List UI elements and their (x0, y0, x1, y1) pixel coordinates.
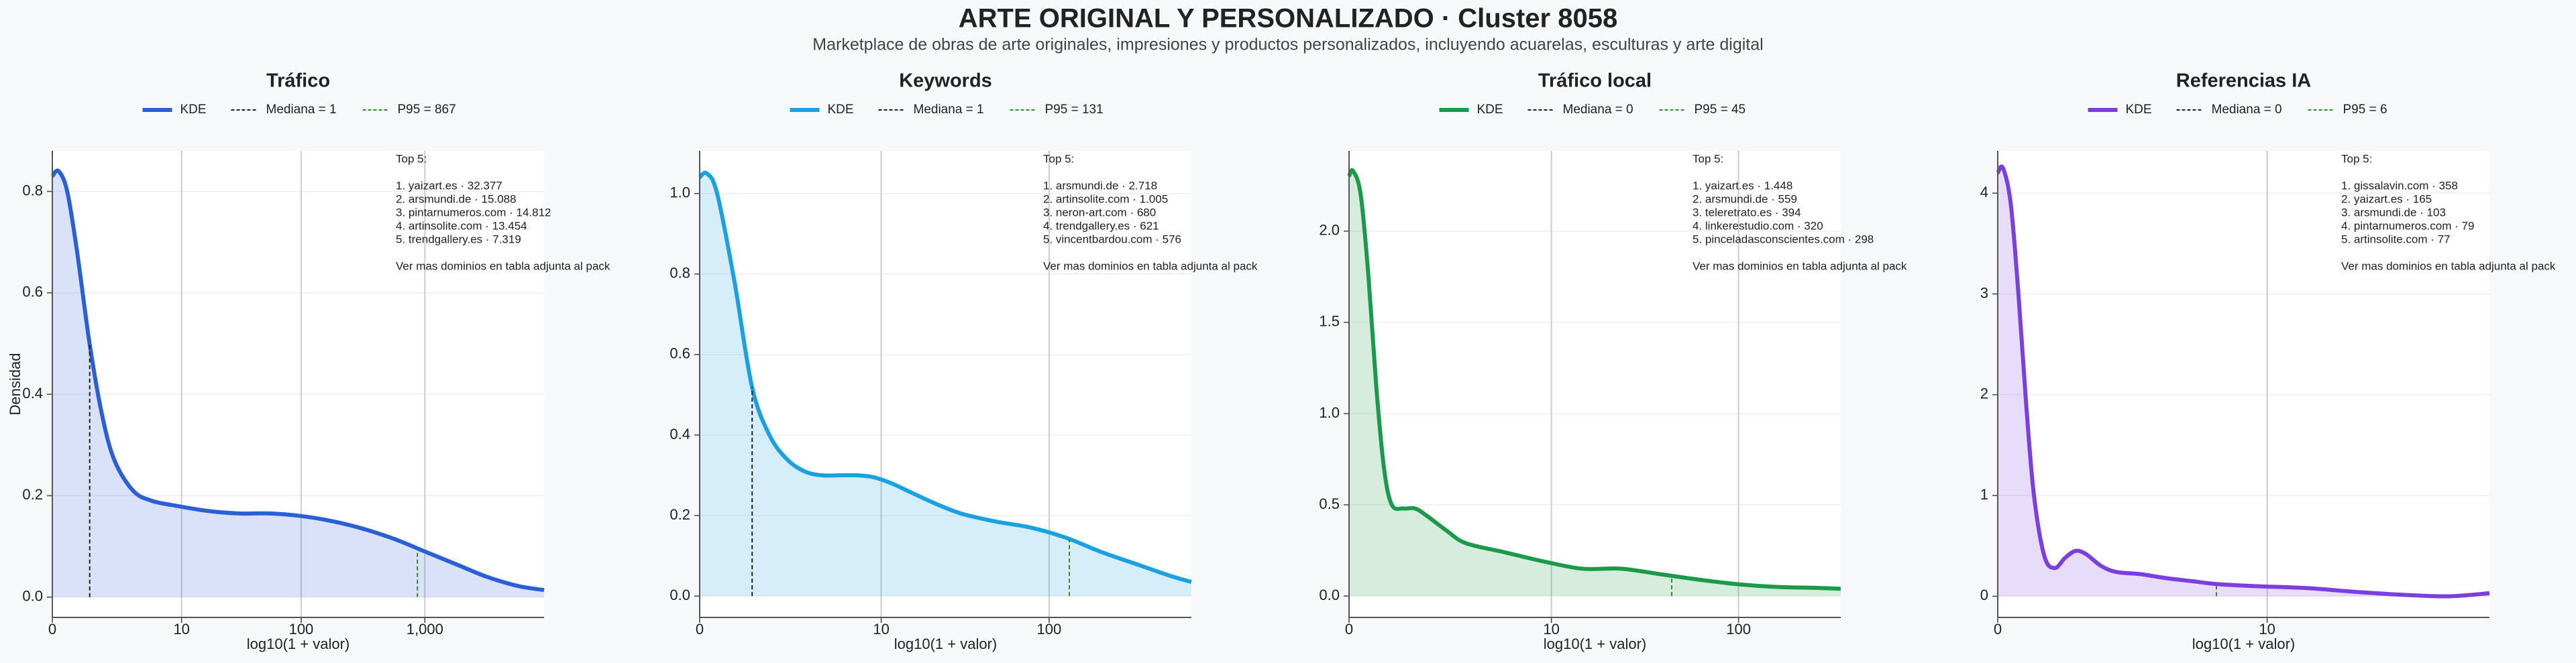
x-axis-label: log10(1 + valor) (247, 636, 350, 652)
annotation-line: 4. trendgallery.es · 621 (1043, 219, 1159, 232)
y-tick-label: 0.2 (22, 486, 43, 503)
annotation-title: Top 5: (1043, 152, 1074, 165)
legend-label: KDE (2126, 103, 2152, 117)
legend-label: P95 = 45 (1695, 103, 1746, 117)
annotation-title: Top 5: (1693, 152, 1723, 165)
kde-line (1347, 168, 1841, 591)
annotation-note: Ver mas dominios en tabla adjunta al pac… (1693, 259, 1907, 272)
x-tick-label: 100 (1037, 621, 1062, 638)
y-tick-label: 0.6 (669, 345, 690, 362)
x-tick-label: 0 (48, 621, 56, 638)
kde-line (698, 170, 1192, 585)
x-axis-label: log10(1 + valor) (1544, 636, 1646, 652)
page-subtitle: Marketplace de obras de arte originales,… (812, 36, 1763, 54)
y-tick-label: 0.2 (669, 506, 690, 523)
y-tick-label: 0.4 (22, 385, 43, 402)
y-tick-label: 0.6 (22, 284, 43, 300)
annotation-line: 5. pinceladasconscientes.com · 298 (1693, 233, 1874, 245)
x-tick-label: 0 (1345, 621, 1353, 638)
annotation-note: Ver mas dominios en tabla adjunta al pac… (396, 259, 610, 272)
y-tick-label: 0.8 (22, 182, 43, 198)
plot-area (52, 151, 544, 617)
y-axis-label: Densidad (7, 353, 23, 416)
annotation-line: 5. trendgallery.es · 7.319 (396, 233, 521, 245)
y-tick-label: 0.5 (1319, 495, 1340, 512)
y-tick-label: 3 (1980, 284, 1988, 301)
legend-label: P95 = 131 (1045, 103, 1104, 117)
legend-label: Mediana = 1 (266, 103, 337, 117)
x-tick-label: 10 (173, 621, 189, 638)
annotation-note: Ver mas dominios en tabla adjunta al pac… (2341, 259, 2556, 272)
annotation-line: 5. artinsolite.com · 77 (2341, 233, 2451, 245)
annotation-line: 2. yaizart.es · 165 (2341, 192, 2432, 205)
legend-label: KDE (1477, 103, 1503, 117)
x-axis-label: log10(1 + valor) (2192, 636, 2295, 652)
annotation-line: 4. artinsolite.com · 13.454 (396, 219, 527, 232)
y-tick-label: 0.0 (1319, 587, 1340, 603)
annotation-title: Top 5: (2341, 152, 2372, 165)
page-title: ARTE ORIGINAL Y PERSONALIZADO · Cluster … (959, 4, 1617, 34)
x-axis-label: log10(1 + valor) (894, 636, 997, 652)
annotation-title: Top 5: (396, 152, 427, 165)
annotation-line: 1. arsmundi.de · 2.718 (1043, 179, 1157, 192)
legend-label: KDE (828, 103, 854, 117)
x-tick-label: 0 (696, 621, 704, 638)
kde-line (1996, 164, 2490, 599)
x-tick-label: 10 (1543, 621, 1559, 638)
annotation-line: 1. yaizart.es · 32.377 (396, 179, 502, 192)
kde-line (50, 168, 545, 593)
x-tick-label: 10 (873, 621, 889, 638)
kde-area (700, 172, 1191, 597)
annotation-line: 2. arsmundi.de · 559 (1693, 192, 1797, 205)
y-tick-label: 0.8 (669, 265, 690, 282)
y-tick-label: 2.0 (1319, 222, 1340, 239)
y-tick-label: 1 (1980, 486, 1988, 503)
y-tick-label: 1.0 (1319, 404, 1340, 421)
annotation-note: Ver mas dominios en tabla adjunta al pac… (1043, 259, 1258, 272)
legend-label: Mediana = 0 (1563, 103, 1633, 117)
y-tick-label: 0 (1980, 587, 1988, 603)
plot-area (700, 151, 1191, 617)
plot-area (1349, 151, 1841, 617)
annotation-line: 2. artinsolite.com · 1.005 (1043, 192, 1168, 205)
y-tick-label: 2 (1980, 385, 1988, 402)
annotation-line: 4. linkerestudio.com · 320 (1693, 219, 1823, 232)
legend-label: KDE (180, 103, 207, 117)
annotation-line: 3. neron-art.com · 680 (1043, 206, 1156, 219)
kde-area (52, 170, 544, 597)
annotation-line: 5. vincentbardou.com · 576 (1043, 233, 1181, 245)
panel-title: Keywords (899, 70, 992, 92)
x-tick-label: 10 (2259, 621, 2275, 638)
annotation-line: 3. teleretrato.es · 394 (1693, 206, 1801, 219)
panel-title: Tráfico local (1538, 70, 1652, 92)
legend-label: P95 = 6 (2343, 103, 2387, 117)
kde-area (1349, 170, 1841, 597)
y-tick-label: 0.0 (22, 588, 43, 605)
panel-title: Tráfico (266, 70, 330, 92)
panel-title: Referencias IA (2176, 70, 2312, 92)
y-tick-label: 0.4 (669, 426, 690, 442)
plot-area (1998, 151, 2489, 617)
y-tick-label: 4 (1980, 184, 1988, 200)
legend-label: P95 = 867 (398, 103, 456, 117)
annotation-line: 3. pintarnumeros.com · 14.812 (396, 206, 551, 219)
y-tick-label: 1.0 (669, 184, 690, 200)
x-tick-label: 100 (289, 621, 314, 638)
annotation-line: 4. pintarnumeros.com · 79 (2341, 219, 2474, 232)
annotation-line: 2. arsmundi.de · 15.088 (396, 192, 517, 205)
legend-label: Mediana = 1 (914, 103, 984, 117)
x-tick-label: 100 (1726, 621, 1751, 638)
y-tick-label: 1.5 (1319, 313, 1340, 330)
x-tick-label: 0 (1994, 621, 2002, 638)
x-tick-label: 1,000 (407, 621, 443, 638)
annotation-line: 1. gissalavin.com · 358 (2341, 179, 2458, 192)
annotation-line: 1. yaizart.es · 1.448 (1693, 179, 1792, 192)
annotation-line: 3. arsmundi.de · 103 (2341, 206, 2446, 219)
legend-label: Mediana = 0 (2212, 103, 2282, 117)
y-tick-label: 0.0 (669, 587, 690, 603)
